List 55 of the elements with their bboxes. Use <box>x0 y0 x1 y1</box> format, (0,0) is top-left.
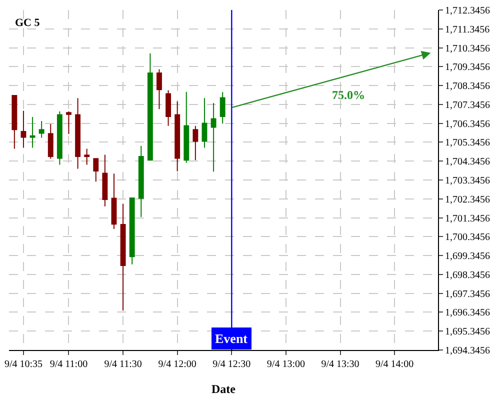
candlestick <box>129 198 135 265</box>
candlestick <box>156 68 162 110</box>
y-tick-label: 1,708.3456 <box>445 81 490 92</box>
x-tick-label: 9/4 13:30 <box>321 359 360 370</box>
x-tick-label: 9/4 10:35 <box>4 359 43 370</box>
candlestick <box>184 91 190 164</box>
candlestick <box>48 124 54 160</box>
candlestick <box>30 116 36 148</box>
candlestick <box>38 120 44 138</box>
x-tick-label: 9/4 12:00 <box>158 359 196 370</box>
candlestick <box>102 154 108 207</box>
candlestick <box>84 148 90 166</box>
candlestick <box>210 102 216 172</box>
candlestick <box>56 110 62 166</box>
y-tick-label: 1,695.3456 <box>445 326 490 338</box>
candlestick <box>192 125 198 161</box>
text: GC 5 <box>15 17 40 29</box>
y-tick-label: 1,705.3456 <box>445 138 490 149</box>
candlestick <box>138 145 144 218</box>
y-tick-label: 1,707.3456 <box>445 100 490 111</box>
candlestick <box>202 98 208 148</box>
y-tick-label: 1,711.3456 <box>445 24 490 36</box>
y-tick-label: 1,712.3456 <box>445 6 490 16</box>
y-tick-label: 1,700.3456 <box>445 232 490 244</box>
x-tick-label: 9/4 11:00 <box>50 359 88 370</box>
y-tick-label: 1,697.3456 <box>445 288 490 300</box>
y-tick-label: 1,704.3456 <box>445 156 490 168</box>
y-tick-label: 1,702.3456 <box>445 194 490 206</box>
x-axis-title: Date <box>212 382 236 396</box>
y-tick-label: 1,709.3456 <box>445 62 490 74</box>
candlestick <box>147 52 153 161</box>
x-tick-label: 9/4 14:00 <box>376 359 414 370</box>
ref-line-label: Event <box>215 331 248 346</box>
annotation: 75.0% <box>332 88 365 102</box>
y-tick-label: 1,710.3456 <box>445 43 490 54</box>
candlestick <box>75 98 80 170</box>
y-tick-label: 1,701.3456 <box>445 213 490 224</box>
candlestick <box>166 90 172 126</box>
y-tick-label: 1,696.3456 <box>445 308 490 319</box>
candlestick <box>111 173 117 230</box>
y-tick-label: 1,706.3456 <box>445 118 490 130</box>
x-tick-label: 9/4 12:30 <box>212 359 251 370</box>
candlestick <box>93 158 99 182</box>
candlestick <box>174 100 180 172</box>
candlestick <box>12 94 18 150</box>
y-tick-label: 1,703.3456 <box>445 176 490 186</box>
candlestick <box>220 92 226 124</box>
candlestick <box>120 203 126 312</box>
x-tick-label: 9/4 11:30 <box>104 359 142 370</box>
candlestick <box>20 110 26 148</box>
y-tick-label: 1,698.3456 <box>445 270 490 281</box>
candlestick <box>66 110 72 135</box>
x-tick-label: 9/4 13:00 <box>266 359 305 370</box>
y-tick-label: 1,694.3456 <box>445 346 490 356</box>
y-tick-label: 1,699.3456 <box>445 251 490 262</box>
